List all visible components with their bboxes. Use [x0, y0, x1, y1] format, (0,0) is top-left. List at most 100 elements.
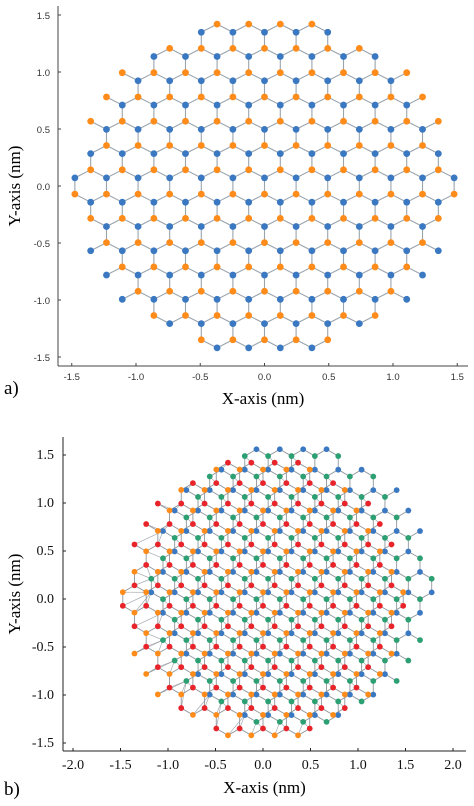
y-tick-label: 1.0: [37, 68, 50, 79]
y-tick-label: 0.0: [37, 592, 55, 607]
atom-point: [311, 494, 318, 500]
atom-point: [355, 77, 363, 85]
atom-point: [245, 312, 253, 319]
atom-point: [213, 725, 220, 732]
atom-point: [190, 507, 196, 514]
atom-point: [382, 575, 388, 582]
atom-point: [382, 507, 388, 514]
atom-point: [261, 125, 268, 133]
atom-point: [225, 487, 231, 493]
atom-point: [150, 312, 158, 319]
atom-point: [253, 528, 260, 534]
axes: -2.0 -1.5 -1.0 -0.5 0.0 0.5 1.0 1.5 2.0 -1.5 -1.0 -…: [5, 437, 466, 797]
atom-point: [103, 93, 110, 101]
atom-point: [306, 630, 313, 636]
atom-point: [261, 174, 268, 182]
atom-point: [241, 494, 248, 500]
atom-point: [300, 718, 307, 725]
atom-point: [218, 494, 225, 500]
atom-point: [382, 671, 388, 678]
atom-point: [405, 507, 412, 514]
atom-point: [370, 528, 377, 534]
atom-point: [218, 534, 225, 541]
atom-point: [353, 548, 360, 555]
atom-point: [387, 287, 395, 295]
atom-point: [271, 691, 278, 698]
atom-point: [143, 548, 150, 555]
atom-point: [261, 239, 268, 247]
atom-point: [248, 650, 255, 657]
atom-point: [330, 602, 336, 609]
atom-point: [178, 487, 185, 493]
atom-point: [283, 602, 290, 609]
x-tick-label: 0.5: [302, 758, 320, 773]
atom-point: [230, 609, 236, 616]
atom-point: [371, 295, 379, 303]
atom-point: [376, 671, 383, 677]
atom-point: [358, 616, 365, 623]
atom-point: [241, 589, 248, 596]
atom-point: [306, 725, 313, 732]
atom-point: [288, 630, 295, 637]
atom-point: [288, 575, 295, 582]
atom-point: [283, 671, 290, 677]
atom-point: [265, 494, 272, 500]
atom-point: [166, 190, 174, 198]
atom-point: [311, 698, 318, 705]
atom-point: [295, 487, 301, 493]
atom-point: [358, 575, 365, 582]
atom-point: [183, 487, 190, 494]
atom-point: [245, 166, 253, 174]
atom-point: [150, 198, 158, 206]
atom-point: [253, 718, 260, 725]
atom-point: [370, 555, 377, 562]
atom-point: [371, 117, 379, 125]
atom-point: [276, 247, 284, 255]
atom-point: [355, 45, 363, 52]
y-axis-title: Y-axis (nm): [5, 146, 24, 227]
atom-point: [225, 527, 231, 534]
atom-point: [230, 555, 236, 562]
atom-point: [236, 602, 243, 609]
atom-point: [160, 609, 166, 616]
atom-point: [197, 190, 205, 198]
atom-point: [353, 671, 360, 677]
atom-point: [197, 320, 205, 327]
atom-point: [340, 150, 347, 158]
atom-point: [341, 527, 348, 534]
atom-point: [308, 150, 316, 158]
atom-point: [150, 69, 158, 77]
atom-point: [295, 541, 301, 548]
atom-point: [292, 239, 300, 247]
atom-point: [253, 650, 260, 657]
atom-point: [393, 528, 400, 534]
atom-point: [300, 487, 307, 494]
atom-point: [358, 466, 365, 473]
atom-point: [213, 480, 220, 487]
atom-point: [324, 93, 332, 101]
atom-point: [260, 507, 266, 514]
atom-point: [371, 198, 379, 206]
atom-point: [324, 174, 332, 182]
atom-point: [365, 582, 372, 589]
atom-point: [335, 548, 342, 555]
atom-point: [318, 623, 325, 630]
atom-point: [405, 589, 412, 596]
atom-point: [206, 528, 213, 534]
atom-point: [400, 589, 407, 596]
atom-point: [201, 487, 208, 493]
atom-point: [171, 534, 178, 541]
atom-point: [400, 602, 407, 609]
atom-point: [323, 650, 330, 657]
atom-point: [118, 69, 126, 77]
atom-point: [335, 534, 342, 541]
atom-point: [218, 507, 225, 514]
atom-point: [248, 609, 255, 616]
atom-point: [190, 548, 196, 555]
atom-point: [182, 101, 189, 109]
atom-point: [260, 562, 266, 568]
atom-point: [388, 609, 395, 616]
atom-point: [306, 466, 313, 473]
atom-point: [341, 691, 348, 698]
atom-point: [236, 725, 243, 732]
